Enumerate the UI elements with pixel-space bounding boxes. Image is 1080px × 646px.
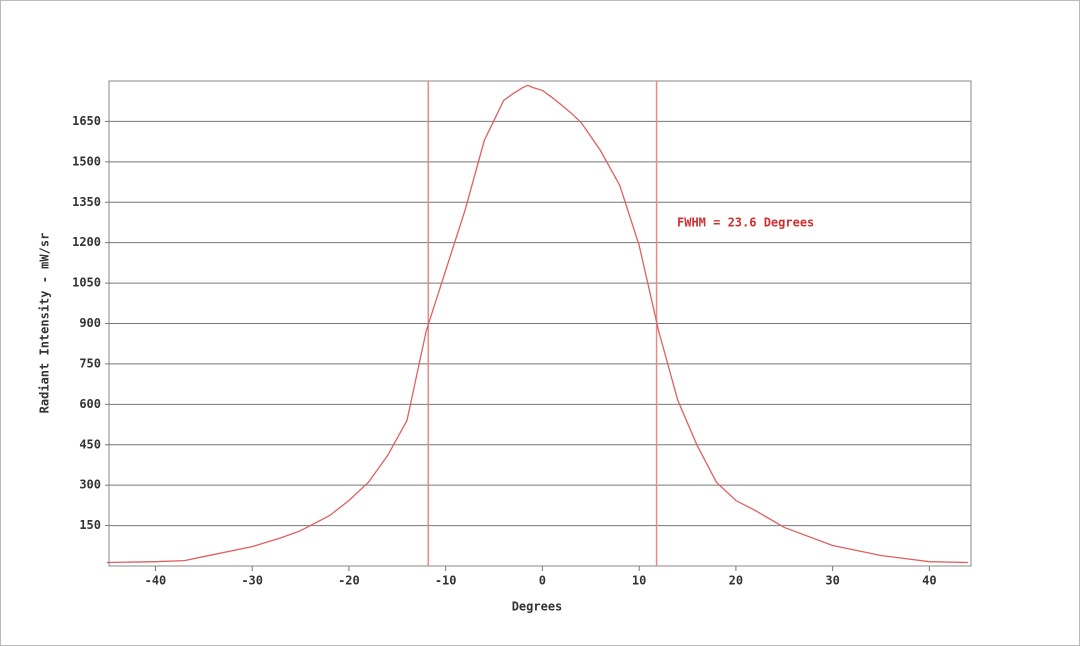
x-tick-label: 40 [922, 574, 936, 588]
y-tick-label: 1050 [72, 276, 101, 290]
y-tick-label: 150 [79, 518, 101, 532]
y-tick-label: 600 [79, 397, 101, 411]
y-tick-label: 750 [79, 356, 101, 370]
x-tick-label: -40 [145, 574, 167, 588]
y-tick-label: 450 [79, 437, 101, 451]
x-tick-label: 20 [729, 574, 743, 588]
y-tick-label: 1650 [72, 114, 101, 128]
y-tick-label: 1500 [72, 154, 101, 168]
y-tick-label: 1350 [72, 195, 101, 209]
x-tick-label: 0 [539, 574, 546, 588]
x-tick-label: -10 [435, 574, 457, 588]
x-tick-label: -20 [338, 574, 360, 588]
x-axis-label: Degrees [512, 600, 563, 614]
y-tick-label: 900 [79, 316, 101, 330]
x-tick-label: 10 [632, 574, 646, 588]
annotation: FWHM = 23.6 Degrees [677, 216, 814, 230]
x-tick-label: 30 [825, 574, 839, 588]
y-axis-label: Radiant Intensity - mW/sr [38, 233, 52, 414]
data-line [107, 84, 969, 564]
y-tick-label: 300 [79, 478, 101, 492]
x-tick-label: -30 [241, 574, 263, 588]
y-tick-label: 1200 [72, 235, 101, 249]
